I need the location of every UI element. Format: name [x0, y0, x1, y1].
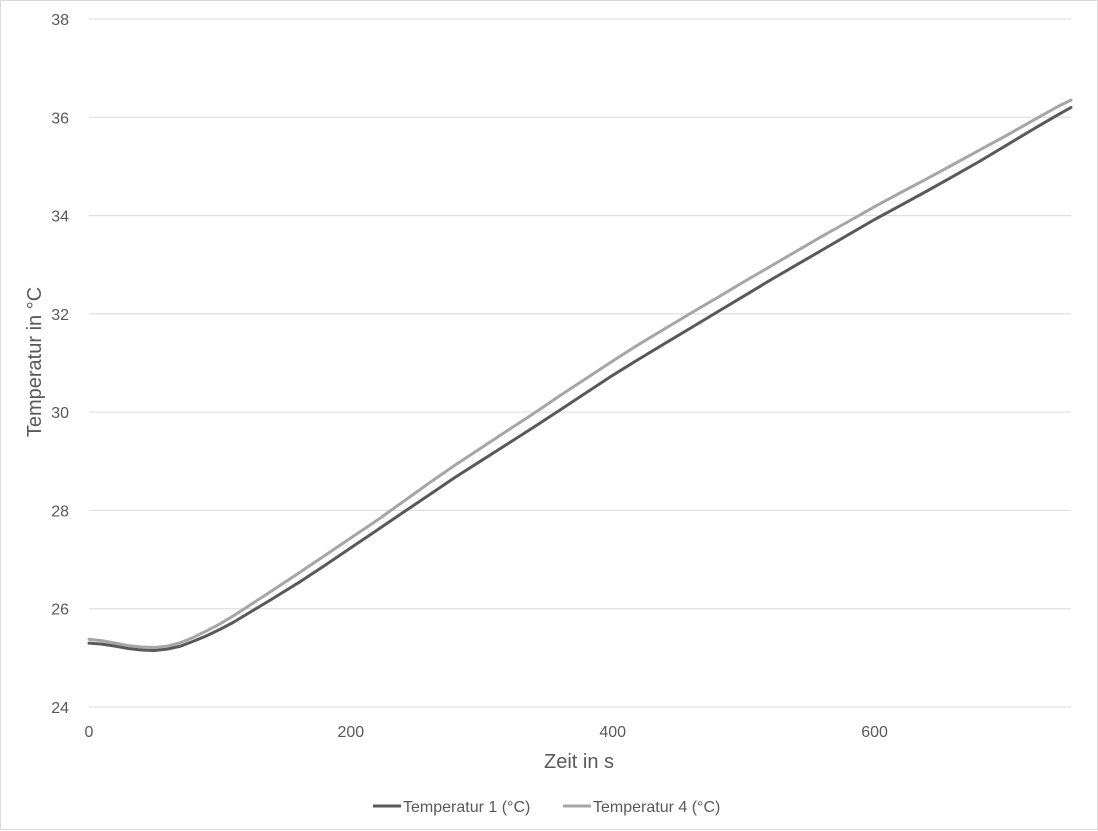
legend: Temperatur 1 (°C) Temperatur 4 (°C) [373, 799, 720, 816]
y-tick-label: 34 [51, 209, 69, 226]
x-tick-label: 200 [338, 724, 365, 741]
y-tick-label: 24 [51, 700, 69, 717]
y-tick-label: 38 [51, 12, 69, 29]
legend-label-1: Temperatur 1 (°C) [403, 799, 530, 816]
x-tick-label: 600 [861, 724, 888, 741]
y-axis-tick-labels: 24 26 28 30 32 34 36 38 [51, 12, 69, 717]
y-tick-label: 32 [51, 307, 69, 324]
gridlines [89, 18, 1071, 708]
y-tick-label: 36 [51, 110, 69, 127]
series-lines [87, 98, 1073, 652]
x-axis-tick-labels: 0 200 400 600 [85, 724, 888, 741]
x-tick-label: 400 [599, 724, 626, 741]
series-line-2 [87, 98, 1073, 649]
y-tick-label: 30 [51, 405, 69, 422]
legend-label-2: Temperatur 4 (°C) [593, 799, 720, 816]
x-axis-title: Zeit in s [544, 751, 614, 773]
x-tick-label: 0 [85, 724, 94, 741]
y-axis-title: Temperatur in °C [24, 287, 46, 437]
series-line-1 [87, 106, 1073, 652]
y-tick-label: 26 [51, 602, 69, 619]
y-tick-label: 28 [51, 503, 69, 520]
